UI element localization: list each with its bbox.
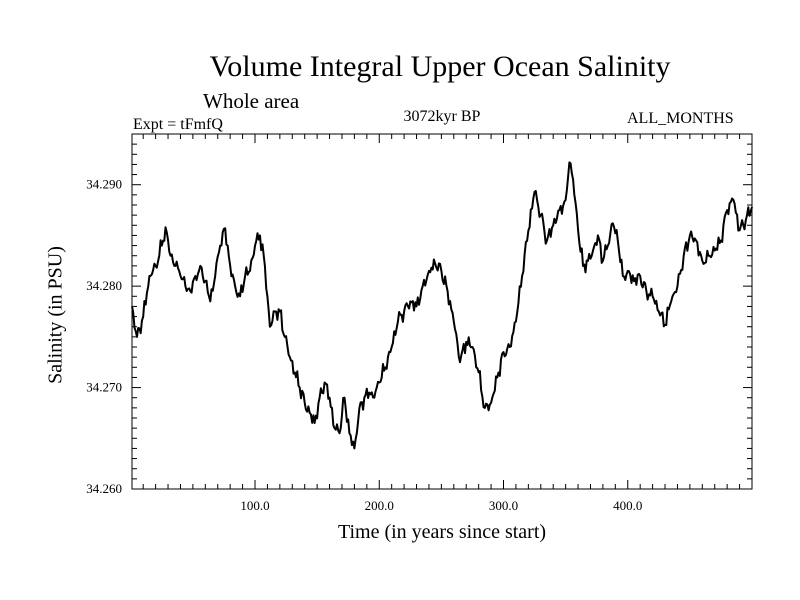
months-label: ALL_MONTHS (627, 110, 734, 127)
y-tick-label: 34.270 (86, 380, 122, 395)
y-tick-label: 34.260 (86, 481, 122, 496)
x-tick-label: 300.0 (489, 498, 518, 513)
x-tick-label: 200.0 (365, 498, 394, 513)
axis-tick-labels: 100.0 200.0 300.0 400.0 34.260 34.270 34.280 34… (86, 177, 642, 513)
x-axis-label: Time (in years since start) (337, 521, 547, 543)
plot-frame (131, 133, 753, 490)
y-tick-label: 34.290 (86, 177, 122, 192)
experiment-label: Expt = tFmfQ (133, 116, 223, 133)
x-tick-label: 100.0 (240, 498, 269, 513)
y-tick-label: 34.280 (86, 278, 122, 293)
chart-title: Volume Integral Upper Ocean Salinity (209, 50, 671, 83)
axis-ticks (132, 134, 752, 489)
x-tick-label: 400.0 (613, 498, 642, 513)
chart-subtitle: Whole area (203, 89, 300, 113)
period-label: 3072kyr BP (403, 108, 481, 125)
salinity-series-line (131, 161, 753, 450)
